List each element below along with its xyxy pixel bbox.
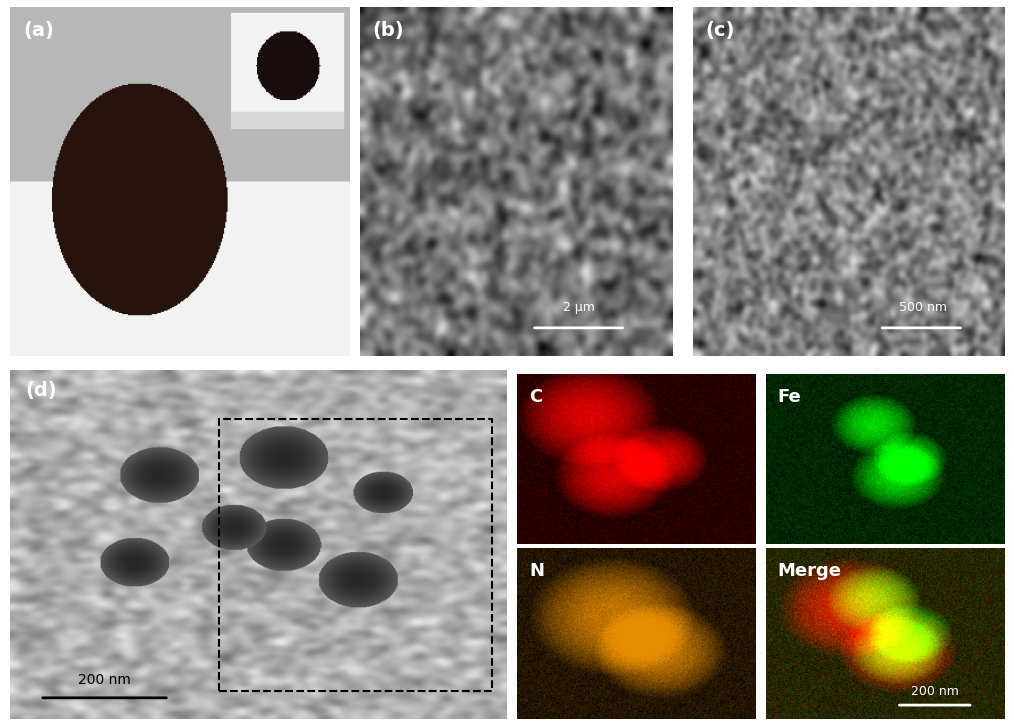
Text: (a): (a) xyxy=(23,21,55,40)
Text: (c): (c) xyxy=(705,21,734,40)
Bar xyxy=(219,419,492,691)
Text: (b): (b) xyxy=(372,21,405,40)
Text: Merge: Merge xyxy=(778,562,842,580)
Text: N: N xyxy=(529,562,545,580)
Text: C: C xyxy=(529,388,542,406)
Text: Fe: Fe xyxy=(778,388,801,406)
Text: 2 μm: 2 μm xyxy=(563,301,594,314)
Text: 200 nm: 200 nm xyxy=(78,674,131,688)
Text: (d): (d) xyxy=(25,380,57,400)
Text: 500 nm: 500 nm xyxy=(899,301,947,314)
Text: 200 nm: 200 nm xyxy=(911,685,958,698)
